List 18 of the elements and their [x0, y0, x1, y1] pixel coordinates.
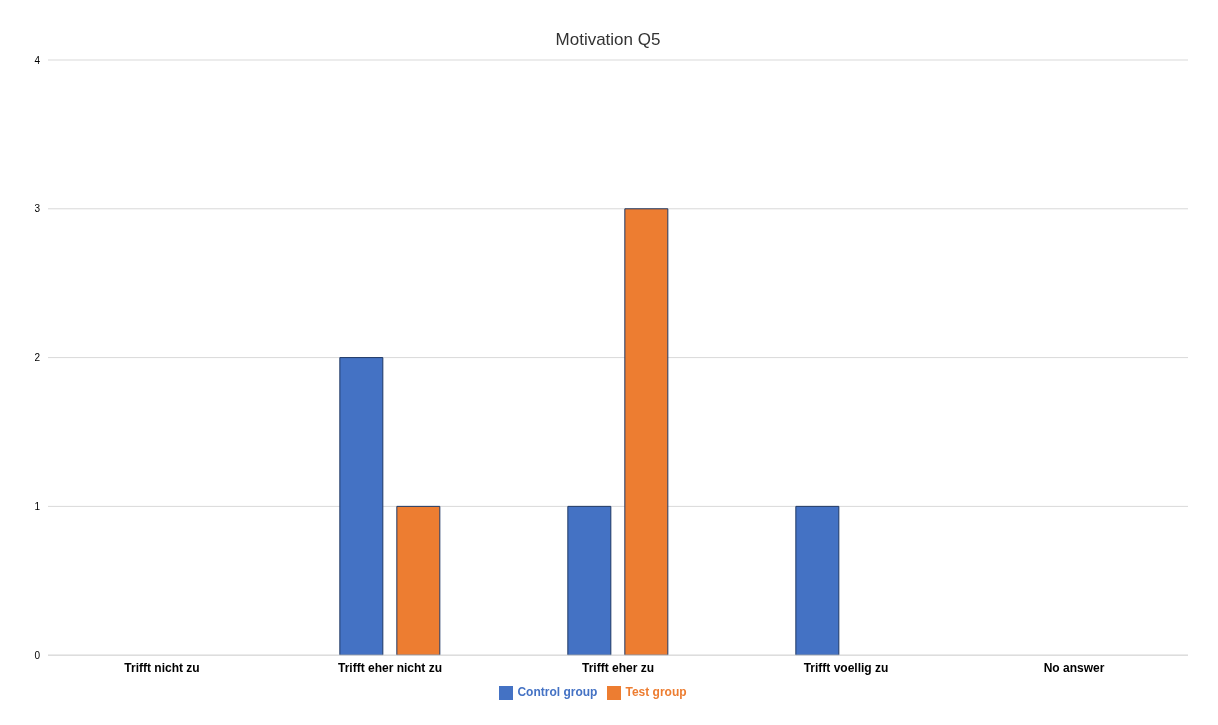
y-tick-label: 1: [34, 500, 41, 512]
x-tick-label: Trifft eher zu: [581, 660, 655, 675]
y-tick-label: 3: [34, 203, 41, 215]
bar: [396, 505, 441, 656]
bar: [567, 505, 612, 656]
y-tick-label: 0: [34, 649, 41, 661]
bar: [339, 357, 384, 656]
x-tick-label: Trifft eher nicht zu: [337, 660, 443, 675]
legend-label: Control group: [517, 685, 598, 700]
y-tick-label: 2: [34, 352, 41, 364]
x-tick-label: Trifft voellig zu: [803, 660, 889, 675]
x-tick-label: Trifft nicht zu: [124, 660, 200, 675]
bar: [624, 208, 669, 656]
x-tick-label: No answer: [1043, 660, 1105, 675]
y-tick-label: 4: [34, 54, 41, 66]
bar: [795, 505, 840, 656]
chart-title: Motivation Q5: [554, 29, 662, 50]
legend-label: Test group: [625, 685, 687, 700]
